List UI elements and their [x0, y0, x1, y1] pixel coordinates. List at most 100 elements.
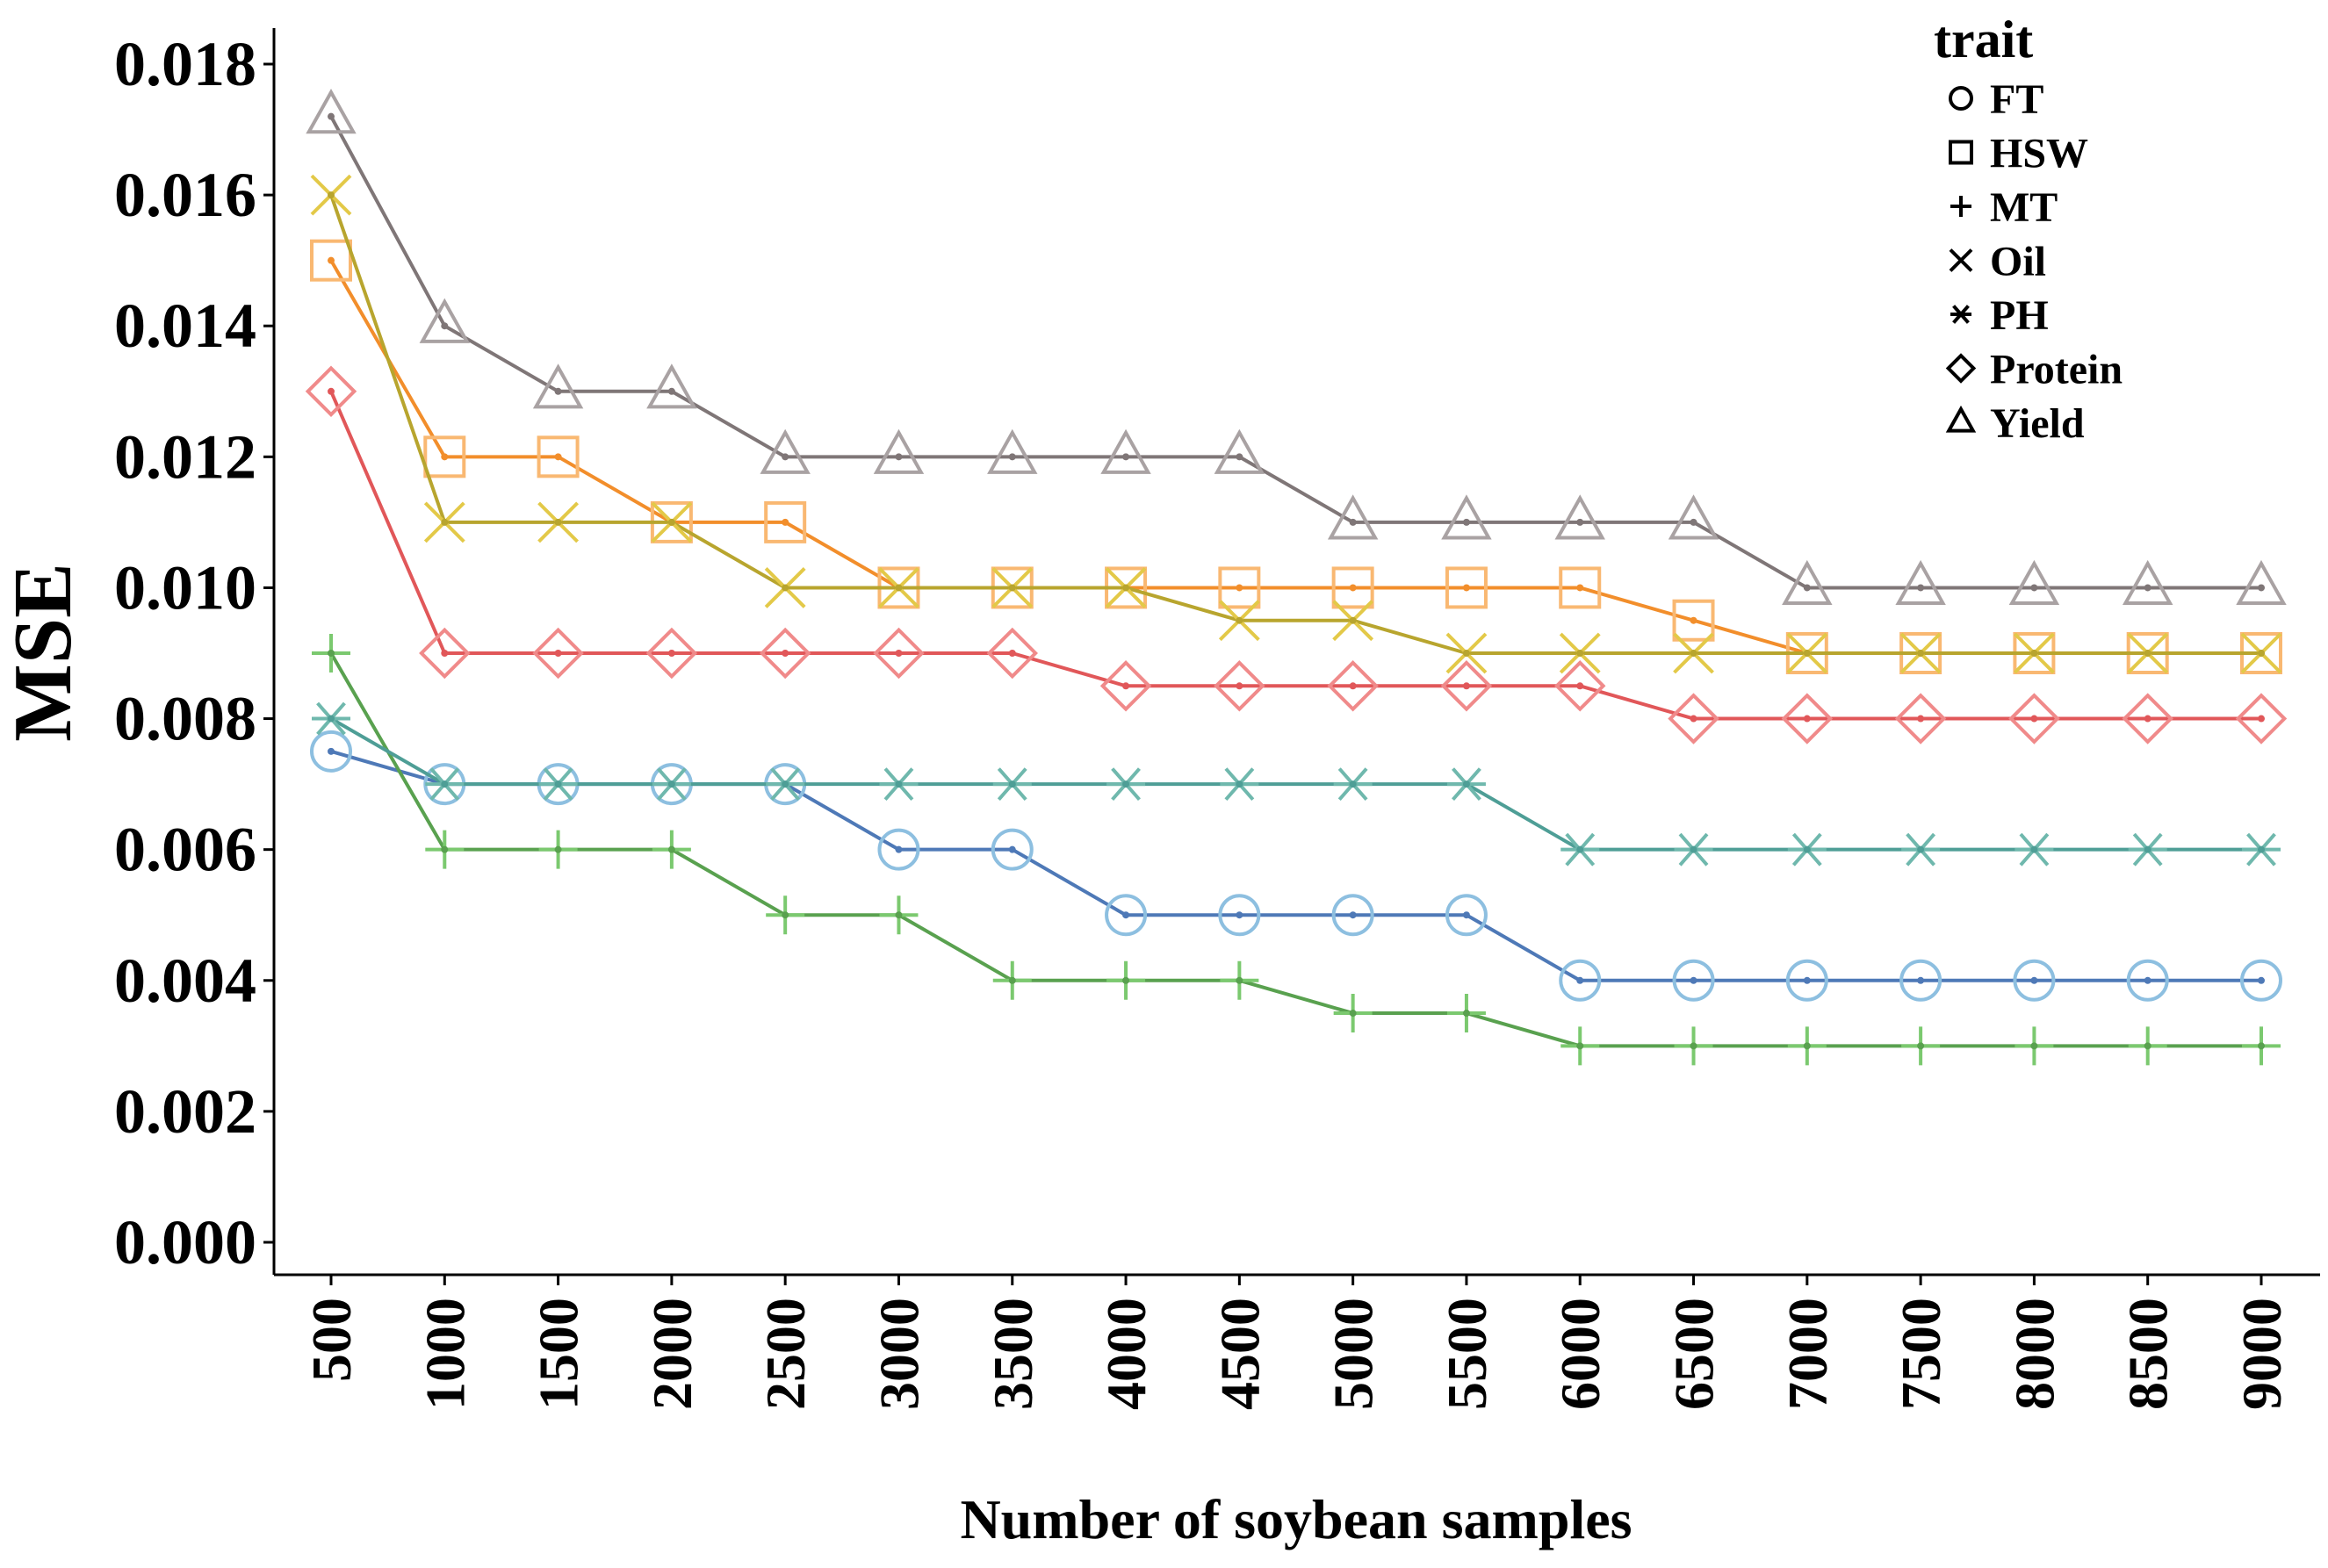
data-point-dot-hsw	[328, 256, 335, 264]
data-point-dot-mt	[895, 911, 903, 919]
data-point-dot-protein	[1576, 682, 1584, 690]
legend: trait FT HSW MT Oil PH Protein Yield	[1934, 11, 2123, 447]
legend-label-mt: MT	[1990, 184, 2058, 231]
legend-label-oil: Oil	[1990, 239, 2046, 285]
data-point-dot-yield	[2144, 584, 2151, 592]
data-point-dot-ft	[1236, 911, 1243, 919]
x-tick-label: 6000	[1549, 1298, 1611, 1410]
data-point-yield	[2008, 559, 2060, 606]
x-tick-label: 9000	[2231, 1298, 2293, 1410]
data-point-ft	[1218, 894, 1261, 937]
data-point-dot-ph	[1917, 845, 1925, 853]
data-point-dot-mt	[1236, 976, 1243, 984]
data-point-dot-oil	[1917, 650, 1925, 657]
data-point-protein	[1668, 693, 1719, 744]
data-point-dot-oil	[1462, 650, 1470, 657]
series-ph	[312, 701, 2281, 867]
legend-label-yield: Yield	[1990, 400, 2085, 447]
series-mt	[312, 634, 2281, 1066]
data-point-dot-ft	[1576, 976, 1584, 984]
series-layer	[305, 89, 2288, 1066]
data-point-dot-yield	[895, 453, 903, 461]
data-point-yield	[1327, 494, 1379, 540]
data-point-protein	[1440, 660, 1493, 712]
data-point-dot-ph	[1122, 780, 1130, 788]
data-point-dot-mt	[1349, 1010, 1357, 1018]
data-point-yield	[1554, 494, 1605, 540]
data-point-dot-ph	[1576, 845, 1584, 853]
data-point-protein	[532, 627, 584, 680]
data-point-ft	[2126, 959, 2169, 1002]
legend-symbol-ft	[1949, 86, 1973, 111]
data-point-dot-oil	[2144, 650, 2151, 657]
data-point-dot-ft	[1349, 911, 1357, 919]
data-point-dot-hsw	[441, 453, 449, 461]
data-point-dot-protein	[1917, 715, 1925, 723]
data-point-dot-mt	[2258, 1042, 2265, 1050]
y-tick-label: 0.018	[114, 29, 256, 99]
legend-item-oil: Oil	[1949, 239, 2046, 285]
x-tick-label: 5000	[1323, 1298, 1385, 1410]
data-point-dot-yield	[1917, 584, 1925, 592]
axes	[272, 28, 2320, 1277]
data-point-dot-mt	[328, 650, 335, 657]
data-point-protein	[1894, 693, 1947, 744]
data-point-dot-yield	[1576, 518, 1584, 526]
data-point-dot-oil	[782, 584, 789, 592]
data-point-dot-protein	[554, 650, 562, 657]
data-point-protein	[305, 365, 357, 418]
legend-label-ft: FT	[1990, 76, 2043, 123]
data-point-ft	[1105, 894, 1148, 937]
series-hsw	[310, 239, 2282, 674]
data-point-dot-oil	[1008, 584, 1016, 592]
data-point-dot-mt	[441, 845, 449, 853]
x-tick-label: 4000	[1095, 1298, 1157, 1410]
data-point-hsw	[764, 500, 807, 543]
data-point-protein	[419, 627, 471, 680]
series-line-ph	[330, 716, 2261, 852]
data-point-dot-protein	[1236, 682, 1243, 690]
data-point-dot-mt	[1576, 1042, 1584, 1050]
y-tick-label: 0.012	[114, 421, 256, 492]
y-tick-label: 0.014	[114, 291, 256, 361]
data-point-ft	[991, 828, 1034, 871]
x-tick-label: 4500	[1208, 1298, 1271, 1410]
data-point-ft	[877, 828, 920, 871]
data-point-dot-ph	[1803, 845, 1811, 853]
data-point-dot-oil	[1576, 650, 1584, 657]
x-tick-label: 7500	[1890, 1298, 1952, 1410]
data-point-dot-ph	[2030, 845, 2038, 853]
data-point-ft	[1785, 959, 1828, 1002]
data-point-dot-oil	[554, 518, 562, 526]
data-point-dot-hsw	[782, 518, 789, 526]
series-line-yield	[329, 115, 2261, 590]
data-point-dot-mt	[1803, 1042, 1811, 1050]
data-point-dot-protein	[1122, 682, 1130, 690]
data-point-hsw	[1445, 566, 1488, 609]
data-point-dot-ph	[2144, 845, 2151, 853]
x-tick-label: 2500	[754, 1298, 817, 1410]
data-point-dot-ft	[2030, 976, 2038, 984]
data-point-dot-oil	[2258, 650, 2265, 657]
data-point-dot-protein	[2030, 715, 2038, 723]
data-point-dot-ph	[1462, 780, 1470, 788]
data-point-protein	[986, 627, 1038, 680]
y-tick-label: 0.000	[114, 1207, 256, 1277]
legend-item-ft: FT	[1949, 76, 2043, 123]
data-point-yield	[419, 298, 471, 343]
data-point-dot-mt	[554, 845, 562, 853]
data-point-dot-ft	[1122, 911, 1130, 919]
legend-symbol-mt	[1950, 196, 1971, 217]
data-point-dot-protein	[1349, 682, 1357, 690]
x-tick-label: 8000	[2003, 1298, 2065, 1410]
y-tick-label: 0.002	[114, 1076, 256, 1147]
legend-item-mt: MT	[1950, 184, 2058, 231]
data-point-ft	[1899, 959, 1942, 1002]
data-point-dot-mt	[782, 911, 789, 919]
data-point-dot-ph	[441, 780, 449, 788]
data-point-dot-yield	[2258, 584, 2265, 592]
data-point-dot-ph	[1349, 780, 1357, 788]
x-tick-labels: 500 1000 1500 2000 2500 3000 3500 4000 4500 5000 5…	[300, 1275, 2293, 1410]
data-point-hsw	[423, 435, 466, 478]
data-point-dot-protein	[667, 650, 675, 657]
